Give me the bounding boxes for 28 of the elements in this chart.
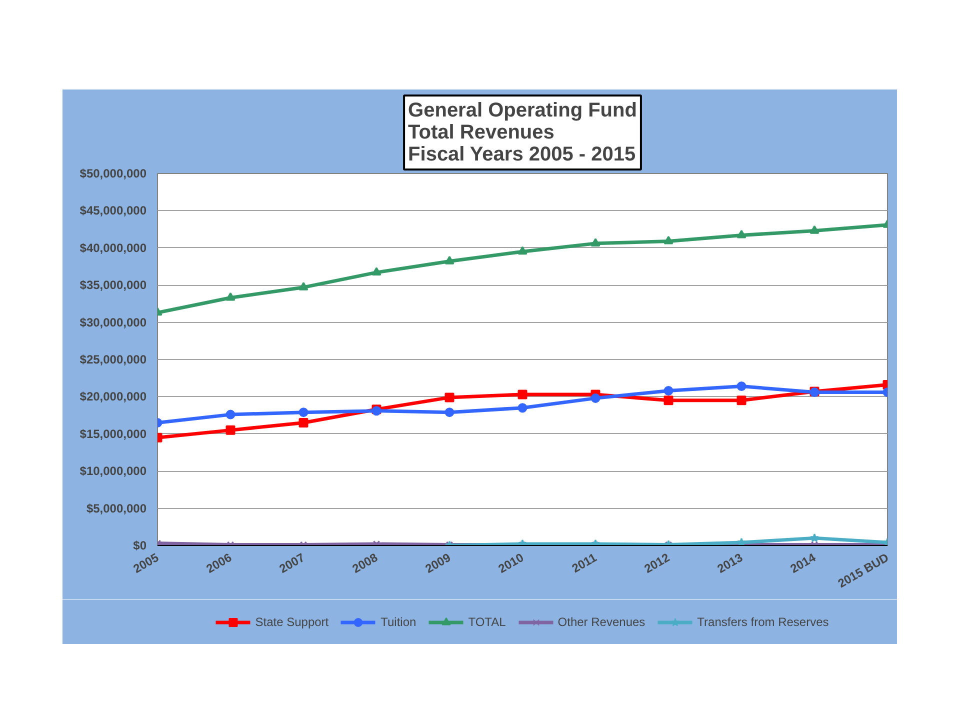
x-tick-label: 2008 bbox=[350, 550, 380, 576]
legend-label: Tuition bbox=[380, 614, 416, 628]
x-tick-label: 2015 BUD bbox=[835, 550, 892, 591]
y-tick-label: $45,000,000 bbox=[80, 204, 147, 218]
x-tick-label: 2014 bbox=[788, 550, 818, 576]
x-tick-label: 2013 bbox=[714, 550, 746, 576]
legend-label: TOTAL bbox=[468, 614, 506, 628]
x-tick-label: 2006 bbox=[204, 550, 234, 576]
x-tick-label: 2012 bbox=[642, 550, 672, 576]
y-tick-label: $35,000,000 bbox=[80, 278, 147, 292]
x-tick-label: 2005 bbox=[130, 550, 162, 576]
y-tick-label: $10,000,000 bbox=[80, 464, 147, 478]
y-tick-label: $25,000,000 bbox=[80, 352, 147, 366]
y-tick-label: $50,000,000 bbox=[80, 166, 147, 180]
y-tick-label: $15,000,000 bbox=[80, 426, 147, 441]
y-tick-label: $40,000,000 bbox=[80, 240, 147, 255]
y-tick-label: $20,000,000 bbox=[80, 390, 147, 404]
x-tick-label: 2007 bbox=[276, 550, 308, 576]
legend-label: Other Revenues bbox=[558, 614, 646, 628]
x-tick-label: 2010 bbox=[496, 550, 526, 576]
legend-label: State Support bbox=[255, 614, 329, 628]
x-tick-label: 2009 bbox=[422, 550, 454, 576]
x-tick-label: 2011 bbox=[569, 550, 600, 576]
chart-title: General Operating Fund Total Revenues Fiscal Years 2005 - 2015 bbox=[408, 100, 637, 166]
y-tick-label: $5,000,000 bbox=[86, 501, 147, 516]
y-tick-label: $30,000,000 bbox=[80, 315, 147, 330]
y-tick-label: $0 bbox=[133, 538, 147, 552]
legend-label: Transfers from Reserves bbox=[697, 614, 829, 628]
